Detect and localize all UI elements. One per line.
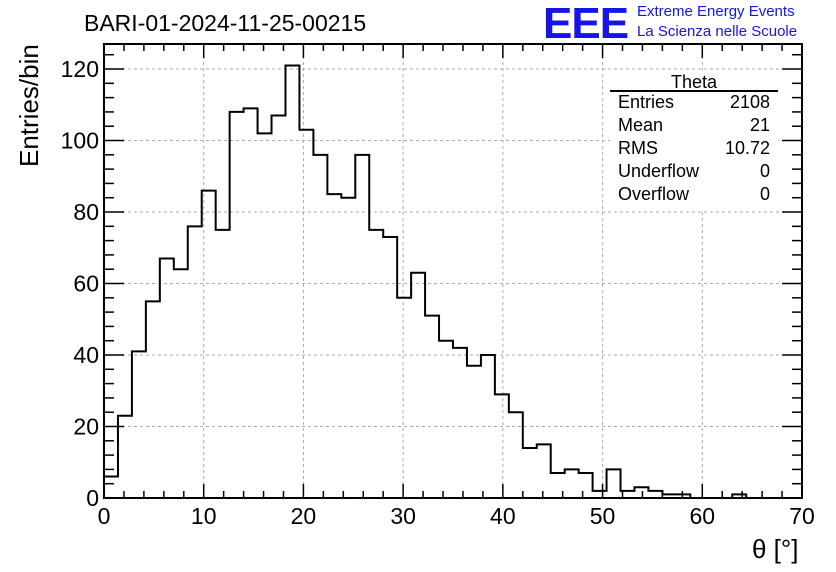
grid-lines (104, 44, 802, 498)
logo-subtitle-line1: Extreme Energy Events (637, 3, 795, 20)
stats-title: Theta (670, 72, 718, 92)
y-tick-label: 100 (61, 128, 99, 154)
x-axis-label: θ [°] (752, 534, 799, 564)
y-tick-label: 80 (73, 199, 99, 225)
x-tick-label: 10 (191, 503, 217, 529)
eee-logo: EEE (543, 0, 629, 48)
stats-label: Overflow (618, 184, 690, 204)
logo-subtitle-line2: La Scienza nelle Scuole (637, 23, 798, 40)
run-title: BARI-01-2024-11-25-00215 (84, 10, 367, 36)
stats-row-mean: Mean 21 (618, 115, 770, 137)
histogram-step-line (103, 64, 802, 499)
stats-label: Underflow (618, 161, 700, 181)
x-tick-label: 60 (689, 503, 715, 529)
stats-label: Entries (618, 92, 675, 112)
y-tick-label: 20 (73, 414, 99, 440)
axis-ticks (103, 44, 803, 499)
stats-row-overflow: Overflow 0 (618, 184, 770, 206)
stats-title-underline (610, 90, 778, 92)
stats-value: 0 (759, 184, 770, 204)
x-tick-label: 50 (590, 503, 616, 529)
y-tick-label: 120 (61, 56, 99, 82)
x-tick-label: 0 (98, 503, 111, 529)
x-tick-label: 40 (490, 503, 516, 529)
y-tick-label: 0 (86, 485, 99, 511)
plot-frame (103, 43, 803, 499)
stats-row-rms: RMS 10.72 (618, 138, 770, 160)
x-tick-label: 20 (291, 503, 317, 529)
stats-value: 2108 (729, 92, 770, 112)
stats-value: 10.72 (724, 138, 770, 158)
axis-tick-labels: 0 10 20 30 40 50 60 70 0 20 40 60 80 100 120 (61, 56, 815, 529)
y-tick-label: 40 (73, 342, 99, 368)
y-axis-label: Entries/bin (14, 44, 44, 167)
stats-label: Mean (618, 115, 664, 135)
stats-row-entries: Entries 2108 (618, 92, 770, 114)
stats-row-underflow: Underflow 0 (618, 161, 770, 183)
stats-value: 0 (759, 161, 770, 181)
y-tick-label: 60 (73, 271, 99, 297)
stats-box: Theta Entries 2108 Mean 21 RMS 10.72 Und… (610, 72, 778, 210)
stats-value: 21 (749, 115, 770, 135)
stats-label: RMS (618, 138, 658, 158)
x-tick-label: 30 (390, 503, 416, 529)
x-tick-label: 70 (789, 503, 815, 529)
